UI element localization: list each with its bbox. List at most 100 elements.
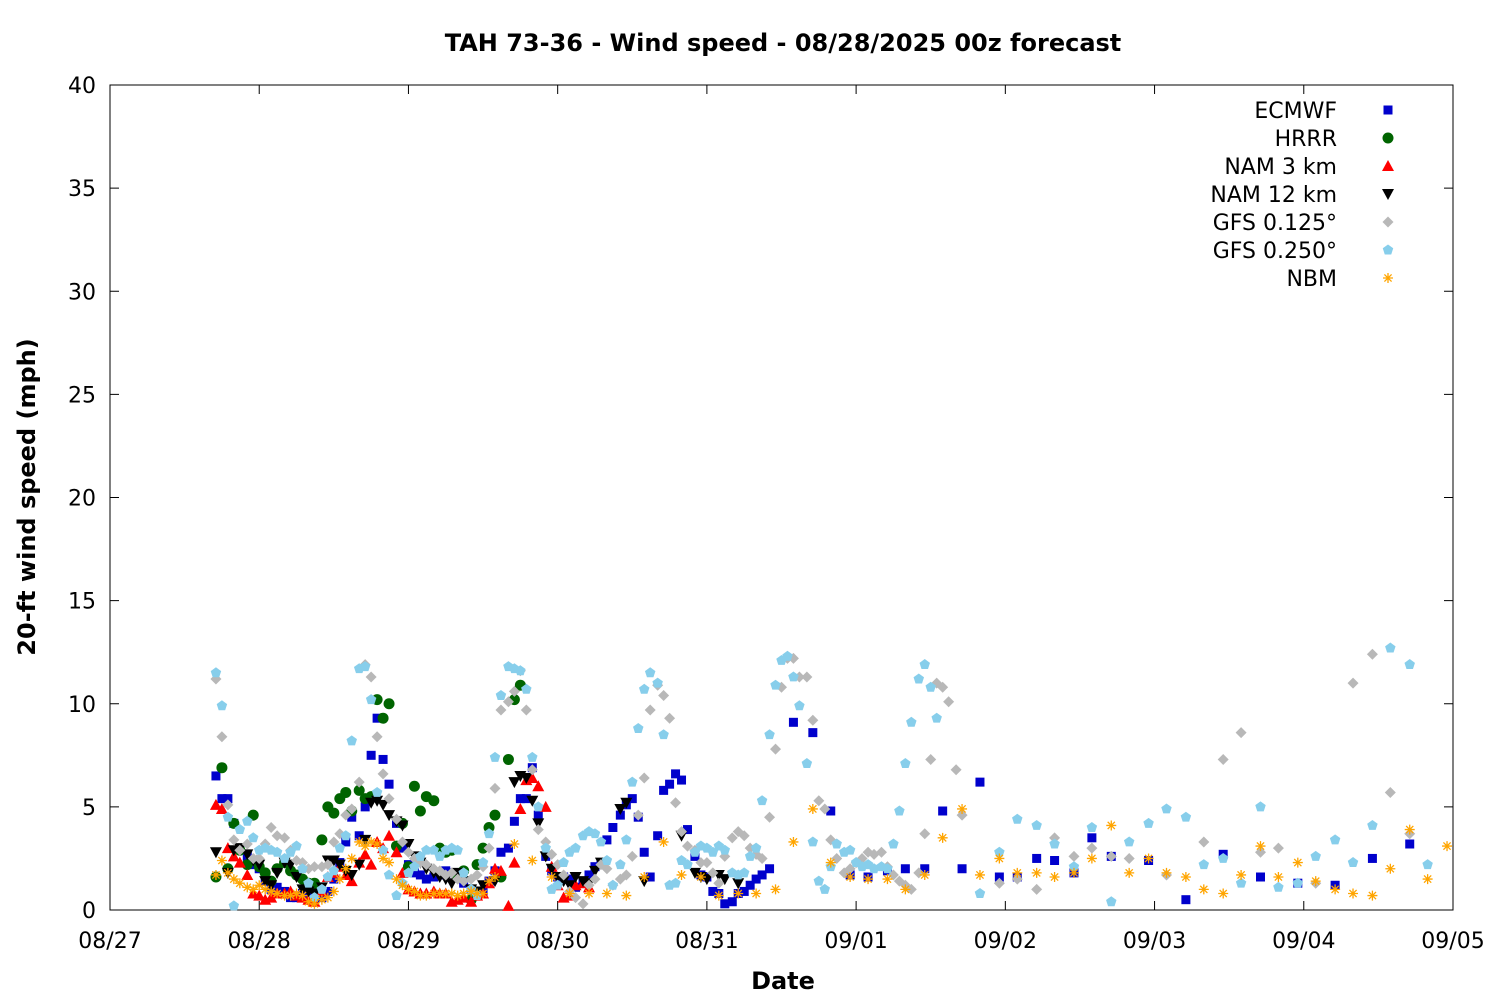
data-point [1106, 896, 1117, 907]
data-point [265, 880, 278, 892]
data-point [421, 844, 432, 855]
data-point [938, 806, 948, 816]
data-point [266, 886, 277, 897]
data-point [254, 880, 265, 891]
data-point [279, 890, 290, 901]
data-point [365, 858, 378, 870]
data-point [248, 832, 259, 843]
data-point [782, 650, 793, 661]
data-point [396, 836, 408, 848]
data-point [340, 786, 352, 798]
data-point [378, 853, 389, 864]
data-point [1012, 813, 1023, 824]
data-point [994, 853, 1005, 864]
data-point [253, 889, 266, 901]
data-point [1367, 853, 1377, 863]
data-point [466, 886, 477, 897]
data-point [371, 786, 383, 797]
data-point [676, 826, 688, 838]
data-point [658, 729, 669, 740]
data-point [360, 802, 370, 812]
data-point [788, 671, 799, 682]
x-tick-label: 09/01 [824, 929, 887, 954]
data-point [620, 869, 632, 881]
data-point [241, 849, 254, 861]
data-point [1347, 857, 1359, 868]
legend-marker [1382, 244, 1394, 255]
data-point [328, 836, 340, 848]
data-point [222, 867, 233, 878]
data-point [677, 775, 687, 785]
data-point [639, 872, 650, 882]
data-point [527, 751, 538, 762]
data-point [875, 846, 887, 858]
data-point [222, 799, 234, 811]
data-point [608, 823, 618, 832]
data-point [1348, 888, 1359, 899]
legend-label: GFS 0.125° [1213, 211, 1337, 236]
data-point [409, 868, 419, 878]
data-point [260, 884, 271, 895]
data-point [1031, 883, 1043, 895]
data-point [807, 714, 819, 726]
data-point [756, 852, 768, 864]
data-point [1198, 859, 1210, 870]
data-point [378, 754, 388, 764]
series-nbm [210, 803, 1453, 909]
x-tick-label: 09/02 [974, 929, 1037, 954]
data-point [309, 898, 320, 909]
y-axis: 0 5 10 15 20 25 30 35 40 [68, 74, 1453, 924]
data-point [601, 855, 613, 865]
data-point [452, 844, 463, 855]
data-point [1050, 856, 1060, 865]
data-point [247, 809, 259, 821]
data-point [1086, 822, 1098, 832]
data-point [738, 830, 750, 842]
x-axis-label: Date [751, 967, 815, 995]
data-point [345, 869, 358, 881]
legend-label: NAM 3 km [1224, 155, 1337, 180]
data-point [341, 837, 351, 847]
data-point [1198, 836, 1210, 848]
data-point [621, 890, 632, 901]
data-point [621, 834, 632, 845]
data-point [308, 861, 320, 873]
data-point [397, 880, 408, 891]
data-point [216, 731, 228, 743]
data-point [738, 867, 750, 878]
data-point [434, 888, 445, 899]
data-point [845, 872, 856, 882]
data-point [391, 890, 402, 901]
data-point [1087, 833, 1097, 843]
data-point [919, 659, 930, 670]
data-point [1310, 876, 1321, 887]
data-point [359, 834, 372, 846]
data-point [1292, 857, 1303, 868]
data-point [234, 844, 246, 856]
data-point [241, 868, 254, 880]
data-point [391, 813, 403, 825]
x-tick-label: 09/04 [1272, 929, 1335, 954]
data-point [322, 892, 333, 903]
data-point [365, 694, 377, 705]
data-point [751, 888, 762, 899]
data-point [532, 780, 545, 792]
data-point [770, 679, 781, 690]
data-point [242, 815, 253, 826]
data-point [1385, 863, 1396, 874]
data-point [415, 890, 426, 901]
data-point [688, 867, 701, 879]
data-point [483, 842, 495, 854]
data-point [1385, 642, 1396, 653]
data-point [920, 864, 930, 874]
data-point [601, 888, 612, 899]
data-point [383, 810, 396, 822]
data-point [1217, 852, 1229, 863]
data-point [383, 829, 396, 841]
data-point [614, 803, 627, 815]
data-point [589, 828, 601, 839]
data-point [228, 874, 239, 885]
data-point [1384, 786, 1396, 798]
data-point [383, 698, 395, 710]
data-point [595, 836, 607, 847]
